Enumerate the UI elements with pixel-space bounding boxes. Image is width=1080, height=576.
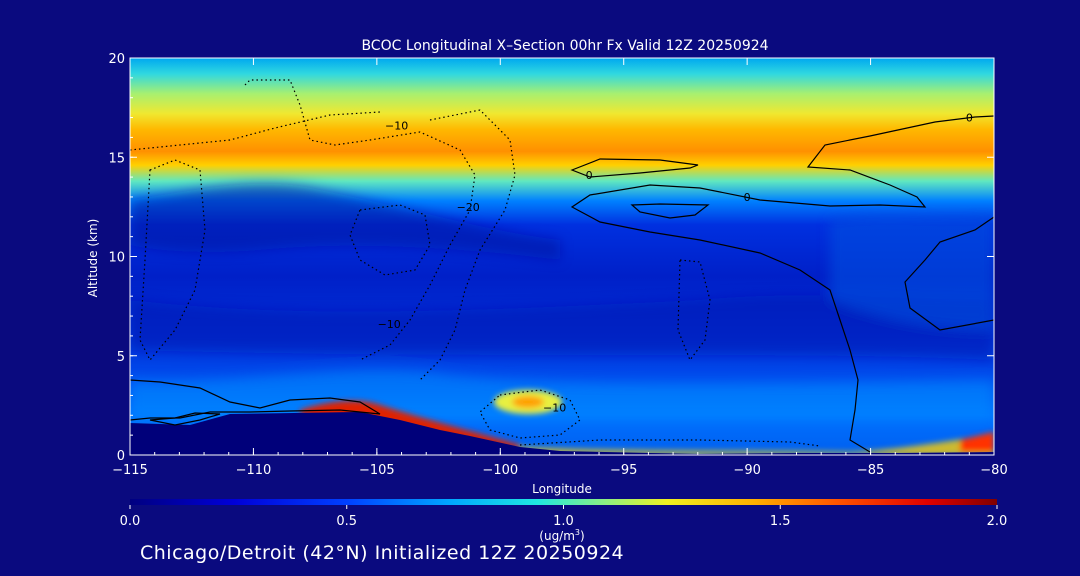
x-tick-label: −100 <box>482 463 518 478</box>
x-axis-label: Longitude <box>532 482 592 496</box>
contour-label: −20 <box>457 201 480 214</box>
mid-dark-band <box>130 295 994 360</box>
contour-low-left-inner <box>149 412 221 426</box>
y-axis-label: Altitude (km) <box>86 219 100 298</box>
colorbar-ticks: 0.0 0.5 1.0 1.5 2.0 <box>120 505 1008 529</box>
contour-label: 0 <box>586 169 593 182</box>
dotted-contour-c <box>130 111 381 151</box>
x-tick-label: −105 <box>359 463 395 478</box>
y-tick-label: 5 <box>117 350 125 365</box>
plume-core <box>512 396 544 408</box>
colorbar-ramp <box>130 499 997 505</box>
plot-area: −10 −20 −10 −10 0 0 0 <box>130 58 994 455</box>
contour-label: −10 <box>543 401 566 414</box>
y-axis: 0 5 10 15 20 <box>108 52 994 464</box>
colorbar-unit-label: (ug/m3) <box>539 528 584 543</box>
dotted-contour-a <box>244 79 476 361</box>
dotted-contour-e <box>479 389 581 439</box>
dotted-contour-b <box>419 109 516 381</box>
colorbar: 0.0 0.5 1.0 1.5 2.0 (ug/m3) <box>120 499 1008 543</box>
contour-label-group: −10 −20 −10 −10 0 0 0 <box>378 112 973 415</box>
x-tick-label: −90 <box>733 463 760 478</box>
x-tick-label: −85 <box>857 463 884 478</box>
contour-zero-top <box>570 115 994 453</box>
contour-zero-upper-cell <box>570 158 699 178</box>
y-tick-label: 20 <box>108 52 125 67</box>
colorbar-tick-label: 1.5 <box>770 514 791 529</box>
contour-low-left <box>130 379 381 421</box>
contour-zero-inner-cell <box>630 203 710 219</box>
y-tick-label: 0 <box>117 449 125 464</box>
x-tick-label: −95 <box>610 463 637 478</box>
x-tick-label: −80 <box>980 463 1007 478</box>
footer-caption: Chicago/Detroit (42°N) Initialized 12Z 2… <box>140 542 625 564</box>
dotted-contour-g <box>677 259 711 362</box>
contour-label: 0 <box>966 112 973 125</box>
terrain <box>130 412 994 455</box>
contour-label: −10 <box>378 318 401 331</box>
contour-lines <box>130 115 994 453</box>
contour-zero-right <box>904 216 994 331</box>
colorbar-tick-label: 0.0 <box>120 514 141 529</box>
colorbar-tick-label: 2.0 <box>987 514 1008 529</box>
right-blue-region <box>830 215 994 330</box>
x-tick-label: −115 <box>112 463 148 478</box>
chart-title: BCOC Longitudinal X–Section 00hr Fx Vali… <box>361 38 768 54</box>
dotted-contour-d <box>349 204 431 276</box>
dotted-contour-h <box>519 439 821 447</box>
y-tick-label: 15 <box>108 151 125 166</box>
y-tick-label: 10 <box>108 251 125 266</box>
x-axis: −115 −110 −105 −100 −95 −90 −85 −80 <box>112 58 1008 478</box>
surface-layer-red-right <box>960 432 994 452</box>
contour-label: 0 <box>744 191 751 204</box>
colorbar-tick-label: 1.0 <box>553 514 574 529</box>
negative-contours <box>130 79 821 447</box>
x-tick-label: −110 <box>236 463 272 478</box>
colorbar-tick-label: 0.5 <box>336 514 357 529</box>
contour-label: −10 <box>385 119 408 132</box>
